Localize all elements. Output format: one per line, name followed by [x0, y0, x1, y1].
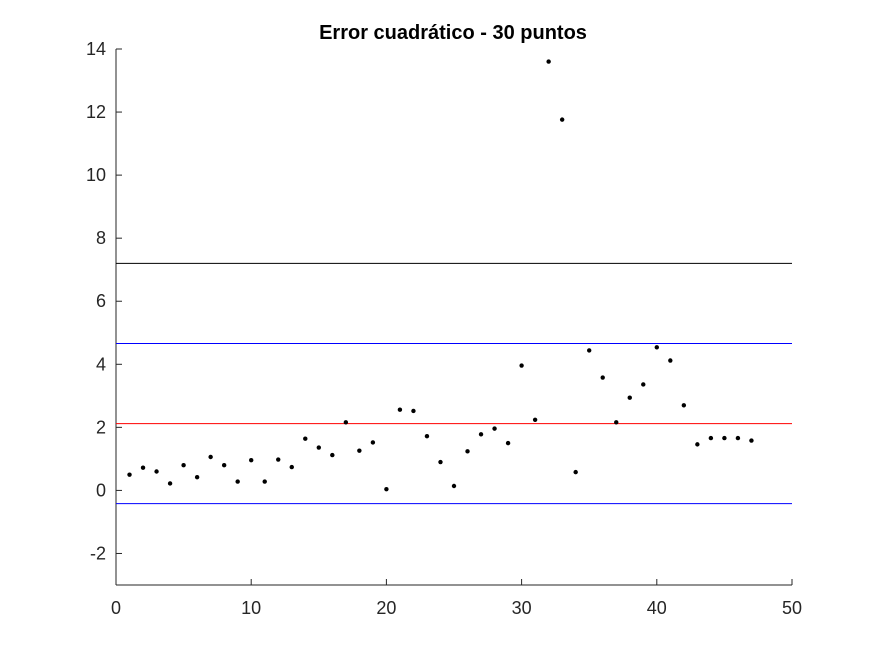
data-point [627, 395, 632, 400]
x-tick-label: 40 [647, 598, 667, 618]
data-point [397, 407, 403, 412]
y-tick-label: 10 [86, 165, 106, 185]
data-point [708, 435, 714, 441]
data-point [600, 375, 605, 380]
data-point [438, 459, 443, 465]
y-tick-label: 2 [96, 417, 106, 437]
data-points [127, 59, 754, 492]
data-point [492, 426, 497, 431]
y-tick-label: 4 [96, 354, 106, 374]
data-point [316, 445, 321, 450]
data-point [127, 472, 132, 477]
data-point [249, 457, 254, 463]
data-point [641, 382, 646, 387]
data-point [167, 481, 173, 486]
data-point [289, 464, 294, 470]
data-point [303, 436, 308, 441]
data-point [695, 442, 700, 447]
x-tick-label: 20 [376, 598, 396, 618]
data-point [478, 432, 484, 437]
y-tick-label: 12 [86, 102, 106, 122]
data-point [573, 469, 578, 475]
data-point [465, 449, 470, 454]
data-point [370, 440, 376, 445]
data-point [735, 435, 741, 441]
y-axis-ticks: -2 0 2 4 6 8 10 12 14 [86, 39, 122, 563]
x-tick-label: 50 [782, 598, 802, 618]
x-tick-label: 0 [111, 598, 121, 618]
data-point [262, 479, 267, 484]
data-point [654, 345, 659, 350]
data-point [154, 469, 159, 474]
y-tick-label: 14 [86, 39, 106, 59]
x-axis-ticks: 0 10 20 30 40 50 [111, 579, 802, 618]
data-point [587, 348, 592, 353]
data-point [194, 474, 200, 480]
chart-title: Error cuadrático - 30 puntos [319, 22, 587, 44]
data-point [208, 454, 213, 460]
data-point [559, 117, 565, 122]
plot-axes [115, 49, 792, 586]
data-point [681, 403, 687, 408]
data-point [221, 462, 227, 468]
data-point [532, 417, 538, 422]
data-point [614, 420, 619, 425]
data-point [749, 438, 754, 443]
data-point [330, 452, 335, 458]
data-point [451, 483, 457, 489]
data-point [235, 479, 240, 484]
data-point [357, 448, 362, 453]
reference-lines [116, 262, 792, 505]
data-point [181, 462, 186, 468]
data-point [519, 363, 524, 368]
y-tick-label: -2 [90, 543, 106, 563]
y-tick-label: 0 [96, 480, 106, 500]
x-tick-label: 10 [241, 598, 261, 618]
data-point [140, 465, 146, 470]
data-point [384, 486, 389, 492]
data-point [276, 457, 281, 462]
x-tick-label: 30 [512, 598, 532, 618]
data-point [668, 358, 673, 363]
data-point [722, 435, 727, 441]
y-tick-label: 8 [96, 228, 106, 248]
data-point [343, 420, 349, 425]
data-point [505, 440, 511, 446]
data-point [411, 408, 416, 414]
data-point [424, 433, 430, 439]
data-point [546, 59, 551, 64]
y-tick-label: 6 [96, 291, 106, 311]
